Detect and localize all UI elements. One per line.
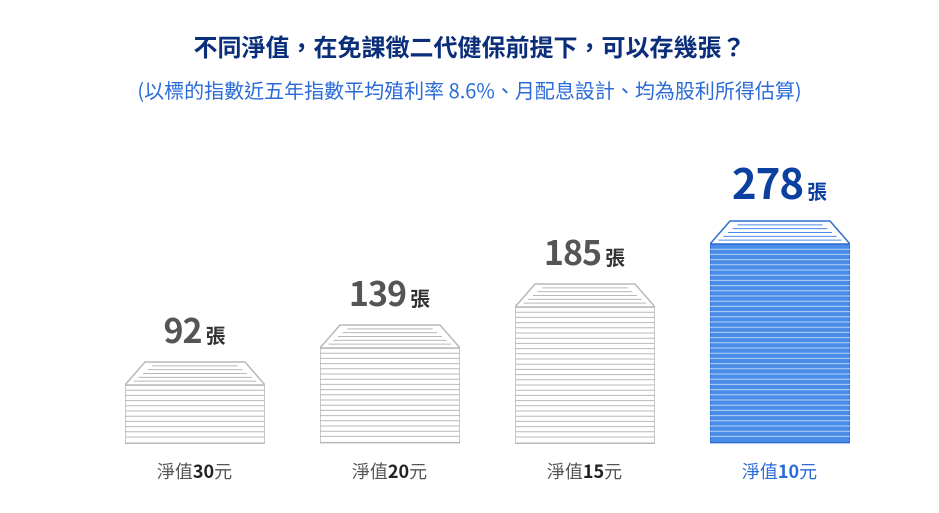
paper-stack [125,361,265,444]
bar-value-number: 185 [544,226,601,275]
bar-category-amount: 10 [778,458,799,484]
bar-category: 淨值10元 [710,458,850,484]
bar-category: 淨值15元 [515,458,655,484]
bar-category-prefix: 淨值 [352,458,388,484]
bar-value: 185張 [515,226,655,275]
bar-value-unit: 張 [410,283,430,312]
bar-category-prefix: 淨值 [547,458,583,484]
bar-category-suffix: 元 [409,458,427,484]
bar-value: 278張 [710,151,850,212]
chart-subtitle: (以標的指數近五年指數平均殖利率 8.6%、月配息設計、均為股利所得估算) [0,75,939,104]
bar-category-amount: 15 [583,458,604,484]
bar-category-suffix: 元 [799,458,817,484]
bar-value-unit: 張 [807,176,827,205]
bar-value-unit: 張 [206,320,226,349]
bar-value-unit: 張 [605,242,625,271]
bar-category-amount: 30 [193,458,214,484]
bar-col: 139張淨值20元 [320,144,460,474]
paper-stack [320,324,460,444]
paper-stack [515,283,655,444]
bar-value-number: 278 [732,151,803,212]
bar-category: 淨值20元 [320,458,460,484]
bar-category-amount: 20 [388,458,409,484]
paper-stack [710,220,850,444]
bar-category-prefix: 淨值 [742,458,778,484]
bar-value-number: 139 [349,267,406,316]
bar-category-suffix: 元 [604,458,622,484]
bar-value-number: 92 [163,304,201,353]
paper-stack-chart: 92張淨值30元 139張淨值20元 185張淨值15元 278張淨值10元 [80,144,860,474]
bar-col: 278張淨值10元 [710,144,850,474]
bar-col: 185張淨值15元 [515,144,655,474]
bar-category-suffix: 元 [214,458,232,484]
bar-value: 139張 [320,267,460,316]
bar-value: 92張 [125,304,265,353]
bar-category-prefix: 淨值 [157,458,193,484]
chart-title: 不同淨值，在免課徵二代健保前提下，可以存幾張？ [0,28,939,63]
bar-col: 92張淨值30元 [125,144,265,474]
bar-category: 淨值30元 [125,458,265,484]
